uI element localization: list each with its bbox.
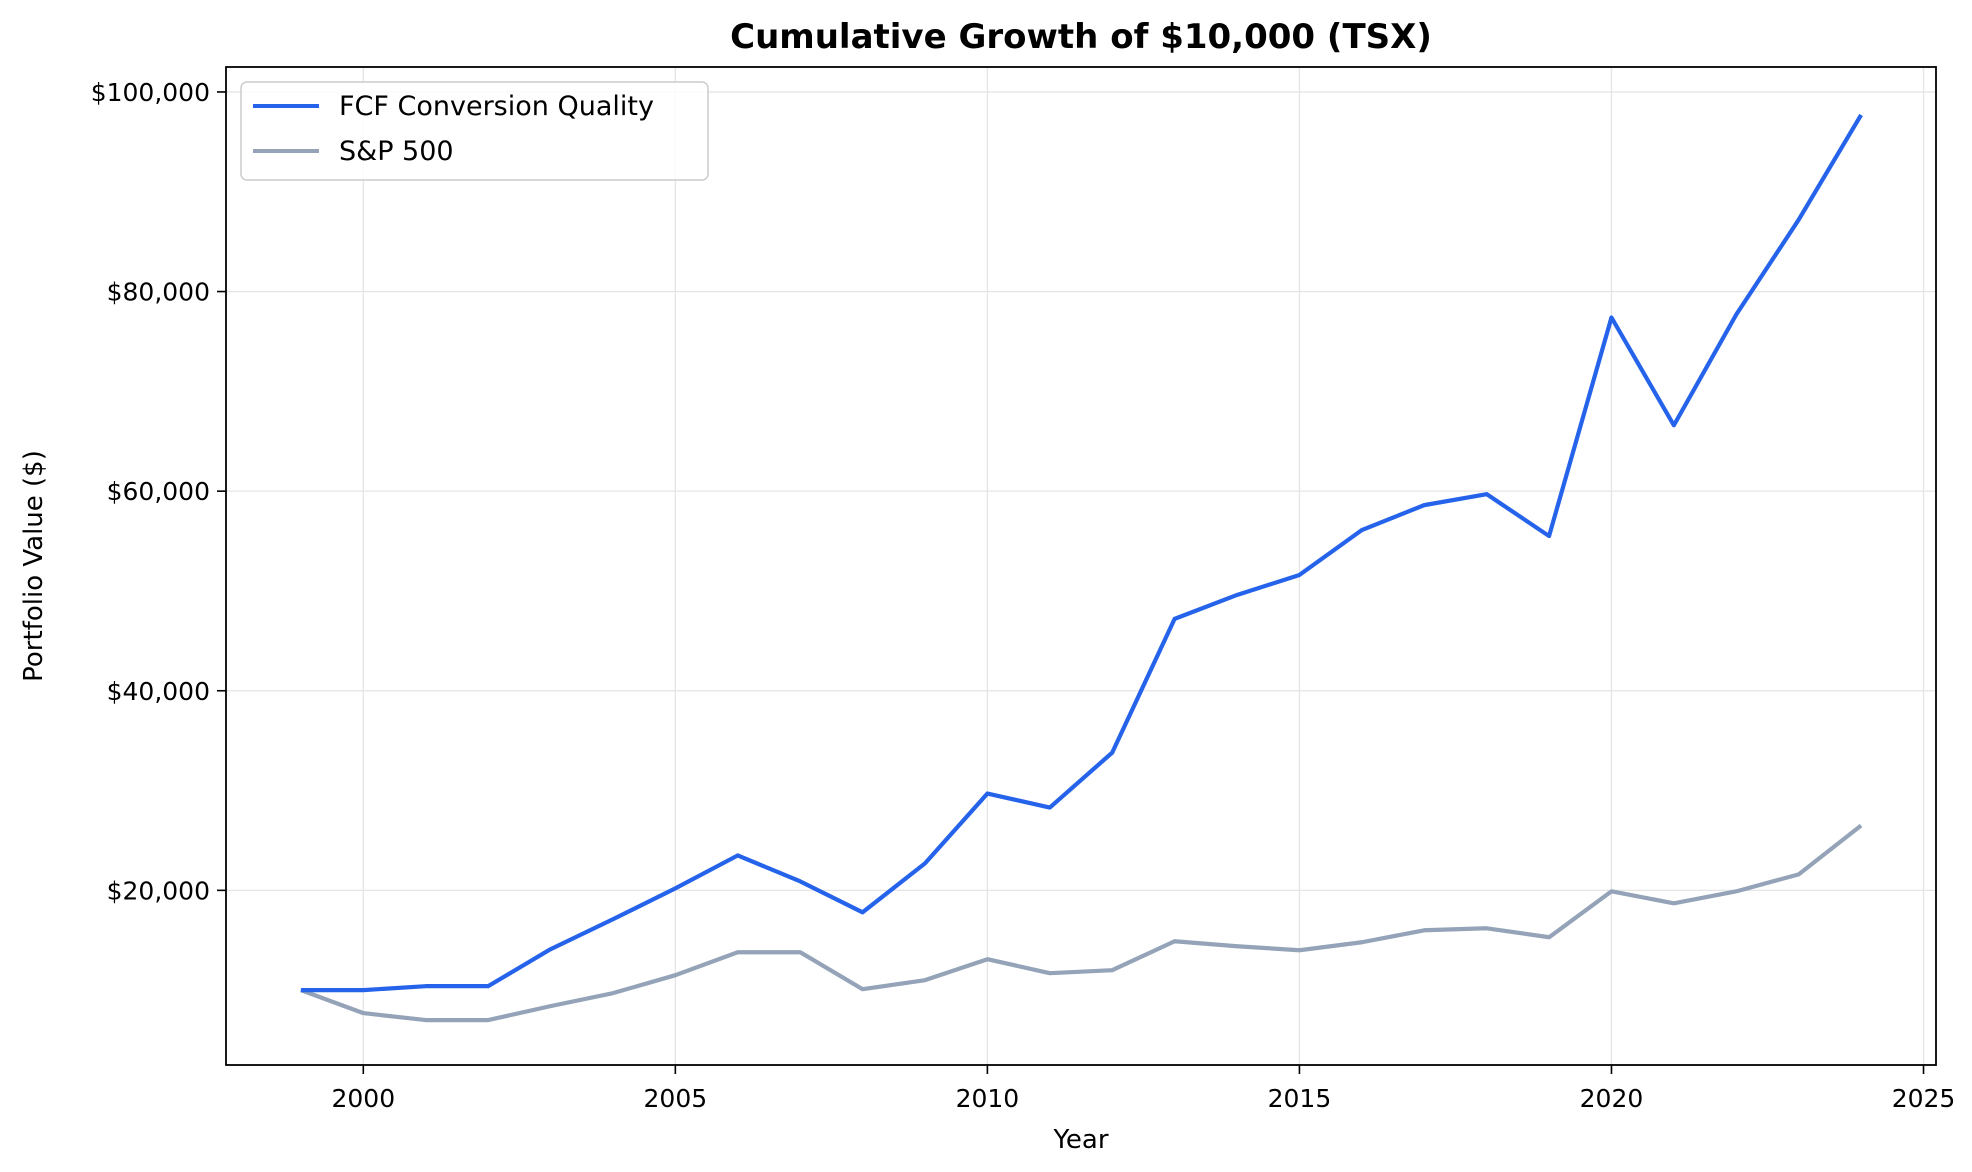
y-axis-label: Portfolio Value ($) xyxy=(19,450,49,682)
y-tick-label: $60,000 xyxy=(107,477,210,506)
y-tick-label: $80,000 xyxy=(107,278,210,307)
legend-label-sp500: S&P 500 xyxy=(339,136,454,167)
x-tick-label: 2020 xyxy=(1580,1084,1644,1113)
grid xyxy=(226,67,1936,1065)
x-tick-label: 2025 xyxy=(1892,1084,1956,1113)
x-tick-label: 2015 xyxy=(1268,1084,1332,1113)
legend: FCF Conversion Quality S&P 500 xyxy=(240,81,709,181)
legend-label-fcf: FCF Conversion Quality xyxy=(339,91,654,122)
series-line-0 xyxy=(300,113,1863,993)
plot-frame xyxy=(225,66,1937,1066)
x-tick-label: 2000 xyxy=(331,1084,395,1113)
x-tick-label: 2010 xyxy=(956,1084,1020,1113)
y-tick-label: $100,000 xyxy=(91,78,210,107)
x-axis-ticks: 2000 2005 2010 2015 2020 2025 xyxy=(331,1065,1955,1113)
y-tick-label: $20,000 xyxy=(107,876,210,905)
y-tick-label: $40,000 xyxy=(107,677,210,706)
x-tick-label: 2005 xyxy=(644,1084,708,1113)
x-axis-label: Year xyxy=(1052,1125,1108,1155)
legend-box xyxy=(240,81,709,181)
series-layer xyxy=(300,113,1863,1023)
series-line-1 xyxy=(300,823,1863,1023)
y-axis-ticks: $20,000 $40,000 $60,000 $80,000 $100,000 xyxy=(91,78,226,905)
chart-title: Cumulative Growth of $10,000 (TSX) xyxy=(730,17,1432,57)
